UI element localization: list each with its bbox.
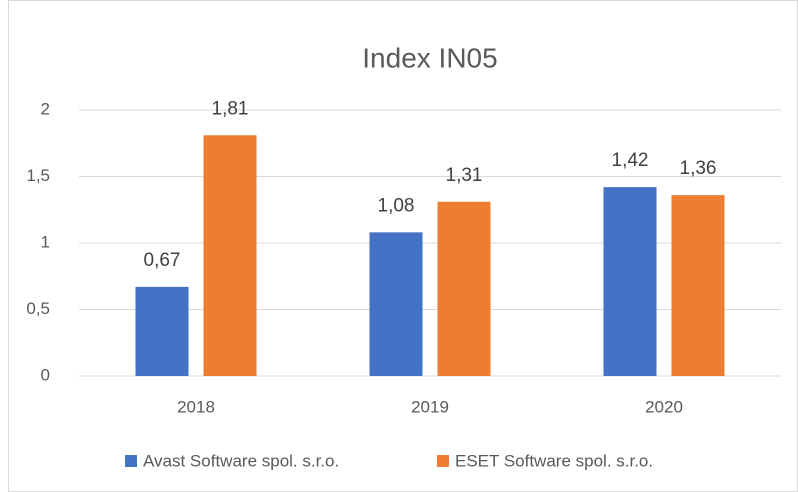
y-tick-label: 0,5 [26, 299, 50, 318]
bar [671, 195, 725, 376]
y-tick-label: 2 [41, 99, 50, 118]
y-tick-label: 1,5 [26, 166, 50, 185]
legend-label: ESET Software spol. s.r.o. [455, 451, 653, 470]
bar [135, 286, 189, 376]
x-tick-label: 2019 [411, 397, 449, 416]
value-label: 1,08 [378, 195, 415, 216]
bar [437, 201, 491, 376]
x-tick-label: 2020 [645, 397, 683, 416]
legend-label: Avast Software spol. s.r.o. [143, 451, 339, 470]
bar [603, 187, 657, 376]
y-tick-label: 1 [41, 232, 50, 251]
chart-title: Index IN05 [362, 42, 497, 73]
bar [369, 232, 423, 376]
value-label: 1,36 [680, 158, 717, 179]
y-tick-label: 0 [41, 365, 50, 384]
value-label: 1,42 [612, 150, 649, 171]
legend-swatch [125, 455, 137, 467]
x-tick-label: 2018 [177, 397, 215, 416]
value-label: 1,31 [446, 165, 483, 186]
value-label: 0,67 [144, 250, 181, 271]
bar [203, 135, 257, 376]
value-label: 1,81 [212, 98, 249, 119]
legend-swatch [437, 455, 449, 467]
